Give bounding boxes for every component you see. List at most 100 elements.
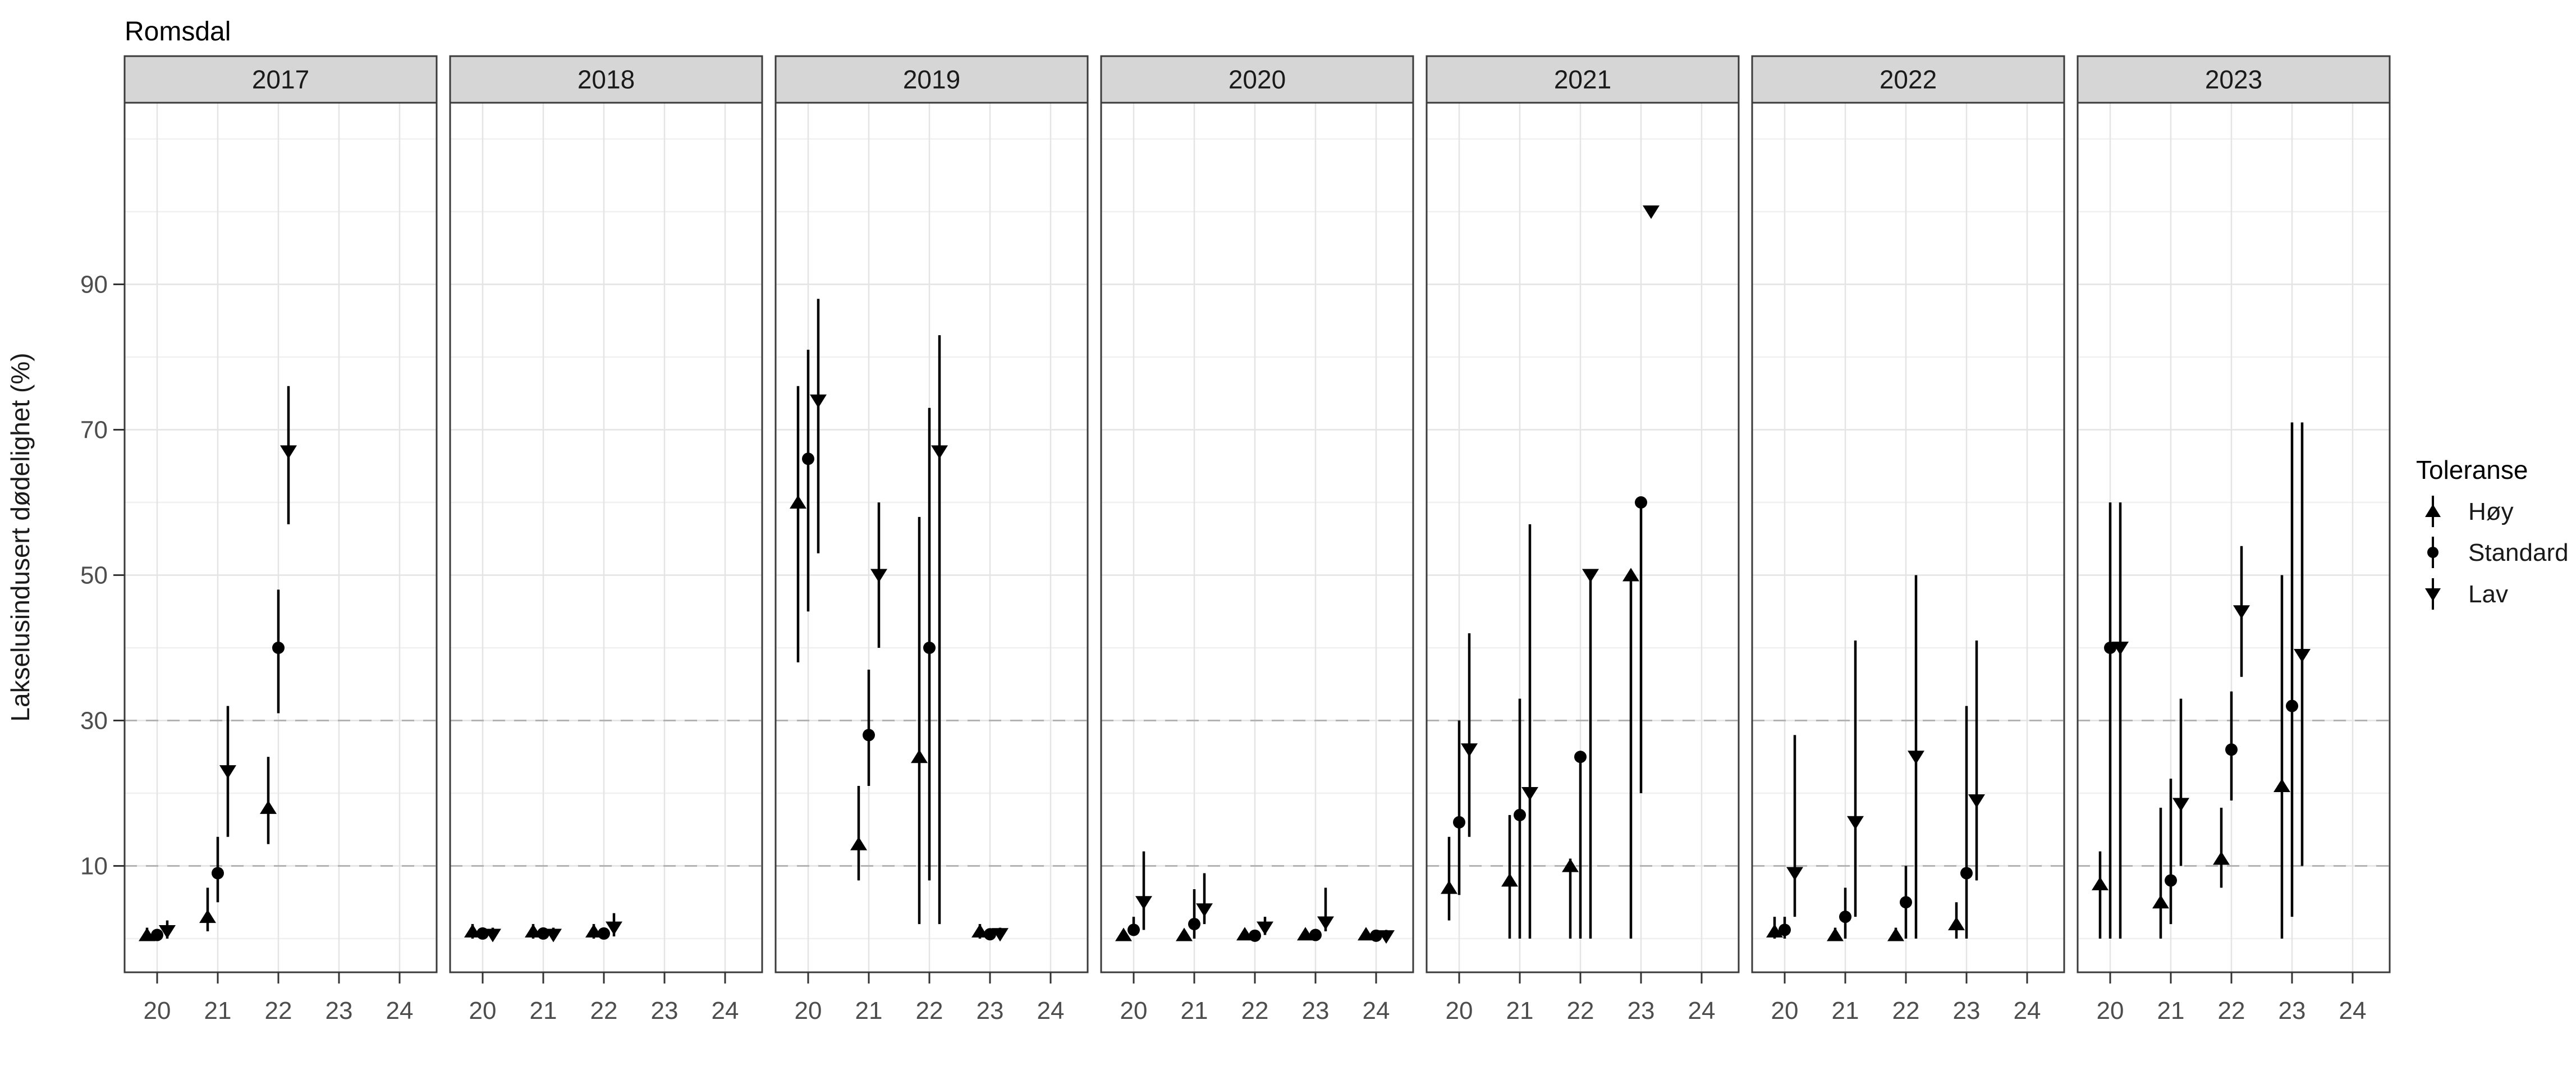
panel-border — [774, 102, 1089, 973]
y-tick-label: 90 — [80, 271, 108, 299]
facet-2017: 2017 20 21 22 23 24 — [123, 55, 438, 1024]
pointrange-std-week21 — [1188, 889, 1200, 939]
point-triangle-down — [2112, 642, 2129, 655]
pointrange-hoy-week20 — [139, 927, 155, 941]
pointrange-hoy-week23 — [1622, 568, 1639, 939]
chart-title: Romsdal — [125, 17, 231, 47]
x-tick-label: 24 — [1037, 997, 1065, 1024]
panel-bg — [2078, 103, 2390, 972]
pointrange-hoy-week21 — [1827, 927, 1844, 941]
x-tick-label: 23 — [1953, 997, 1981, 1024]
facet-strip-label: 2022 — [1880, 65, 1937, 94]
x-tick-label: 22 — [265, 997, 292, 1024]
point-triangle-up — [1622, 568, 1639, 582]
pointrange-std-week23 — [984, 928, 996, 941]
x-tick-label: 24 — [2014, 997, 2041, 1024]
facet-strip-label: 2020 — [1229, 65, 1286, 94]
point-circle — [1370, 929, 1382, 942]
y-tick-label: 50 — [80, 562, 108, 589]
pointrange-lav-week20 — [159, 920, 176, 939]
pointrange-std-week23 — [1309, 929, 1322, 941]
pointrange-lav-week21 — [2172, 698, 2189, 866]
facet-2023: 2023 20 21 22 23 24 — [2077, 55, 2391, 1024]
point-circle — [1514, 808, 1526, 821]
pointrange-hoy-week23 — [1297, 927, 1314, 941]
pointrange-std-week20 — [1453, 720, 1465, 895]
point-triangle-up — [1297, 927, 1314, 941]
point-triangle-down — [1317, 916, 1334, 930]
point-triangle-up — [1948, 917, 1965, 931]
point-triangle-down — [1461, 743, 1478, 757]
pointrange-std-week20 — [2104, 502, 2116, 939]
x-tick-label: 23 — [651, 997, 679, 1024]
point-circle — [2286, 699, 2298, 712]
point-triangle-down — [1582, 569, 1599, 583]
point-triangle-up — [260, 800, 277, 814]
point-triangle-up — [2152, 895, 2169, 909]
point-triangle-up — [1766, 924, 1783, 938]
point-circle — [1779, 923, 1791, 936]
x-tick-label: 21 — [1506, 997, 1534, 1024]
legend-item-lav: Lav — [2425, 578, 2508, 610]
pointrange-lav-week24 — [1378, 930, 1395, 944]
point-circle — [1127, 923, 1140, 936]
point-triangle-up — [850, 836, 867, 850]
point-triangle-up — [1501, 873, 1518, 887]
pointrange-lav-week20 — [484, 927, 501, 943]
point-triangle-down — [1135, 896, 1152, 910]
point-triangle-up — [139, 927, 155, 941]
pointrange-std-week21 — [1514, 698, 1526, 939]
pointrange-std-week21 — [1839, 888, 1851, 939]
pointrange-lav-week22 — [2233, 546, 2250, 677]
pointrange-lav-week22 — [606, 913, 622, 937]
point-circle — [1960, 867, 1973, 880]
panel-bg — [125, 103, 437, 972]
x-tick-label: 21 — [855, 997, 883, 1024]
pointrange-hoy-week21 — [1501, 815, 1518, 939]
y-tick-label: 10 — [80, 853, 108, 880]
y-tick-label: 30 — [80, 707, 108, 735]
point-triangle-down — [1378, 930, 1395, 944]
x-tick-label: 22 — [590, 997, 618, 1024]
point-triangle-up — [790, 495, 806, 509]
x-tick-label: 20 — [795, 997, 822, 1024]
facet-strip-label: 2017 — [252, 65, 309, 94]
pointrange-hoy-week21 — [199, 888, 216, 932]
panel-bg — [1101, 103, 1413, 972]
point-triangle-down — [280, 445, 297, 459]
facet-strip — [1100, 55, 1414, 104]
pointrange-std-week22 — [272, 589, 285, 713]
pointrange-lav-week20 — [1461, 633, 1478, 837]
point-triangle-down — [606, 921, 622, 935]
pointrange-hoy-week22 — [260, 757, 277, 844]
point-triangle-up — [2213, 851, 2230, 865]
x-tick-label: 22 — [2218, 997, 2245, 1024]
point-circle — [2104, 642, 2116, 654]
x-tick-label: 24 — [1688, 997, 1716, 1024]
x-tick-label: 22 — [916, 997, 943, 1024]
facet-strip-label: 2023 — [2205, 65, 2262, 94]
point-triangle-down — [2233, 605, 2250, 619]
x-tick-label: 24 — [2339, 997, 2367, 1024]
pointrange-hoy-week20 — [1441, 836, 1457, 921]
point-circle — [1574, 751, 1587, 763]
pointrange-hoy-week22 — [1562, 858, 1579, 939]
x-tick-label: 23 — [326, 997, 353, 1024]
x-tick-label: 20 — [2097, 997, 2124, 1024]
panel-border — [123, 102, 438, 973]
pointrange-hoy-week20 — [2092, 851, 2109, 939]
pointrange-std-week22 — [1900, 866, 1912, 939]
x-tick-label: 21 — [530, 997, 557, 1024]
pointrange-std-week20 — [802, 350, 814, 612]
pointrange-hoy-week21 — [2152, 807, 2169, 939]
x-tick-label: 21 — [1832, 997, 1859, 1024]
point-triangle-down — [931, 445, 948, 459]
point-triangle-up — [1827, 927, 1844, 941]
point-circle — [2225, 743, 2238, 756]
legend-item-hoy: Høy — [2425, 496, 2514, 527]
legend-item-label: Høy — [2468, 498, 2514, 525]
pointrange-hoy-week22 — [1887, 927, 1904, 941]
point-triangle-down — [484, 929, 501, 943]
